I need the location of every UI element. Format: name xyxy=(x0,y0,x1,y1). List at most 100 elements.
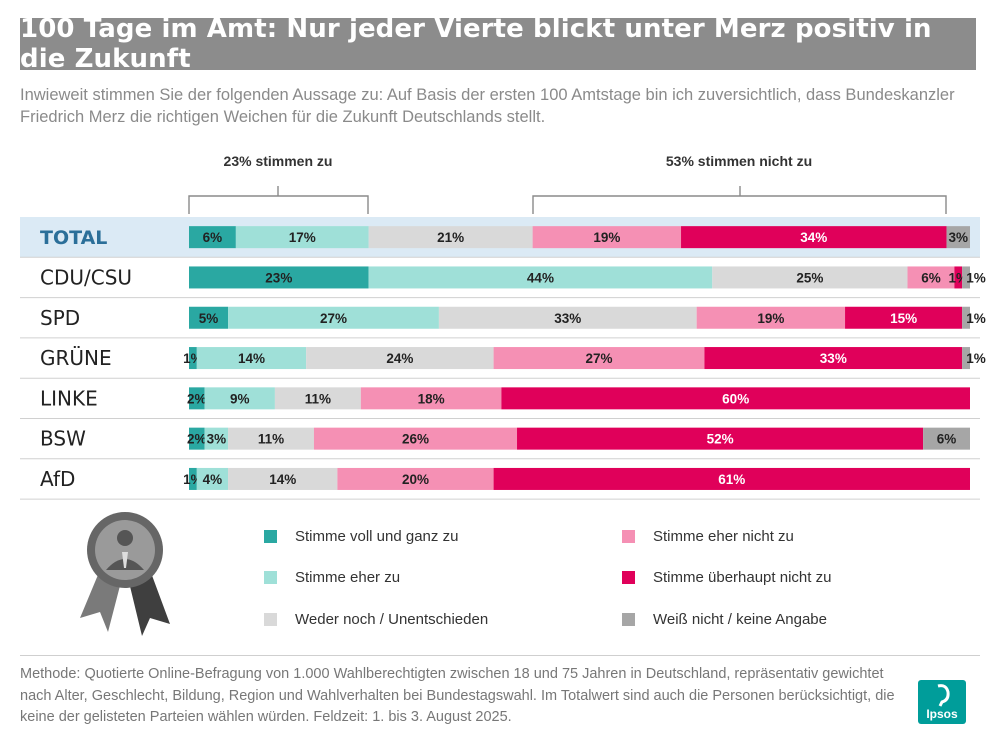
data-label: 3% xyxy=(949,230,969,245)
data-label: 21% xyxy=(437,230,464,245)
bar-segment xyxy=(360,387,502,410)
bar-segment xyxy=(493,467,970,490)
bar-segment xyxy=(228,467,338,490)
bar-segment xyxy=(196,347,307,370)
category-label: CDU/CSU xyxy=(40,265,132,289)
bar-segment xyxy=(712,266,908,289)
data-label: 2% xyxy=(187,391,207,406)
bar-segment xyxy=(196,467,229,490)
data-label: 60% xyxy=(722,391,749,406)
bar-segment xyxy=(337,467,494,490)
data-label: 15% xyxy=(890,311,917,326)
data-label: 1% xyxy=(966,270,986,285)
legend-swatch xyxy=(264,613,277,626)
category-label: SPD xyxy=(40,306,80,330)
legend-item-weiss-nicht: Weiß nicht / keine Angabe xyxy=(622,611,827,628)
legend-label: Stimme überhaupt nicht zu xyxy=(653,569,832,586)
ipsos-logo: Ipsos xyxy=(918,680,966,724)
data-label: 25% xyxy=(796,270,823,285)
bar-segment xyxy=(923,427,970,450)
data-label: 26% xyxy=(402,432,429,447)
bar-segment xyxy=(501,387,970,410)
bar-segment xyxy=(189,467,197,490)
category-label: GRÜNE xyxy=(40,346,112,370)
bar-segment xyxy=(696,306,846,329)
data-label: 19% xyxy=(757,311,784,326)
data-label: 3% xyxy=(207,432,227,447)
category-label: TOTAL xyxy=(40,227,107,249)
bar-segment xyxy=(368,226,533,249)
bar-segment xyxy=(681,226,947,249)
data-label: 19% xyxy=(593,230,620,245)
bar-segment xyxy=(946,226,970,249)
data-label: 4% xyxy=(203,472,223,487)
bar-segment xyxy=(189,347,197,370)
bar-segment xyxy=(189,226,236,249)
legend-label: Stimme eher nicht zu xyxy=(653,528,794,545)
bar-segment xyxy=(228,306,439,329)
bar-segment xyxy=(204,387,275,410)
data-label: 27% xyxy=(320,311,347,326)
question-subtitle: Inwieweit stimmen Sie der folgenden Auss… xyxy=(20,86,955,126)
data-label: 61% xyxy=(718,472,745,487)
data-label: 20% xyxy=(402,472,429,487)
legend-item-ueberhaupt-nicht-zu: Stimme überhaupt nicht zu xyxy=(622,569,831,586)
legend-label: Stimme voll und ganz zu xyxy=(295,528,459,545)
data-label: 33% xyxy=(820,351,847,366)
bar-segment xyxy=(845,306,963,329)
methodology-note: Methode: Quotierte Online-Befragung von … xyxy=(20,666,895,725)
disagree-brace xyxy=(532,186,947,214)
bar-segment xyxy=(907,266,955,289)
logo-text: Ipsos xyxy=(926,707,958,721)
award-ribbon-icon xyxy=(80,512,170,636)
legend-item-eher-nicht-zu: Stimme eher nicht zu xyxy=(622,528,794,545)
bar-segment xyxy=(493,347,705,370)
legend-item-eher-zu: Stimme eher zu xyxy=(264,569,400,586)
data-label: 27% xyxy=(586,351,613,366)
legend-label: Stimme eher zu xyxy=(295,569,401,586)
bar-segment xyxy=(189,387,205,410)
data-label: 23% xyxy=(265,270,292,285)
data-label: 14% xyxy=(269,472,296,487)
legend-swatch xyxy=(264,571,277,584)
bar-segment xyxy=(532,226,682,249)
title-bar: 100 Tage im Amt: Nur jeder Vierte blickt… xyxy=(20,14,976,74)
bar-segment xyxy=(313,427,518,450)
legend-label: Weder noch / Unentschieden xyxy=(295,611,489,628)
data-label: 6% xyxy=(921,270,941,285)
page-title: 100 Tage im Amt: Nur jeder Vierte blickt… xyxy=(20,14,932,74)
bar-segment xyxy=(189,266,369,289)
data-label: 11% xyxy=(305,391,331,406)
category-label: LINKE xyxy=(40,386,98,410)
bar-segment xyxy=(954,266,963,289)
bar-segment xyxy=(517,427,924,450)
bar-segment xyxy=(204,427,229,450)
data-label: 11% xyxy=(258,432,284,447)
data-label: 34% xyxy=(800,230,827,245)
data-label: 6% xyxy=(203,230,223,245)
bar-segment xyxy=(962,347,970,370)
data-label: 9% xyxy=(230,391,250,406)
data-label: 1% xyxy=(966,351,986,366)
bar-segment xyxy=(228,427,314,450)
agree-brace xyxy=(188,186,369,214)
disagree-annotation: 53% stimmen nicht zu xyxy=(665,153,813,169)
bar-segment xyxy=(235,226,369,249)
logo-mark-icon xyxy=(937,684,950,707)
data-label: 33% xyxy=(554,311,581,326)
data-label: 2% xyxy=(187,432,207,447)
legend-swatch xyxy=(622,613,635,626)
bar-segment xyxy=(368,266,713,289)
data-label: 44% xyxy=(527,270,554,285)
bar-segment xyxy=(274,387,361,410)
legend-item-voll-zu: Stimme voll und ganz zu xyxy=(264,528,458,545)
bar-segment xyxy=(189,427,205,450)
data-label: 17% xyxy=(289,230,316,245)
category-label: BSW xyxy=(40,427,86,451)
footer-divider xyxy=(20,655,980,656)
category-label: AfD xyxy=(40,467,75,491)
bar-segment xyxy=(962,306,970,329)
data-label: 1% xyxy=(966,311,986,326)
legend-swatch xyxy=(622,571,635,584)
data-label: 5% xyxy=(199,311,219,326)
